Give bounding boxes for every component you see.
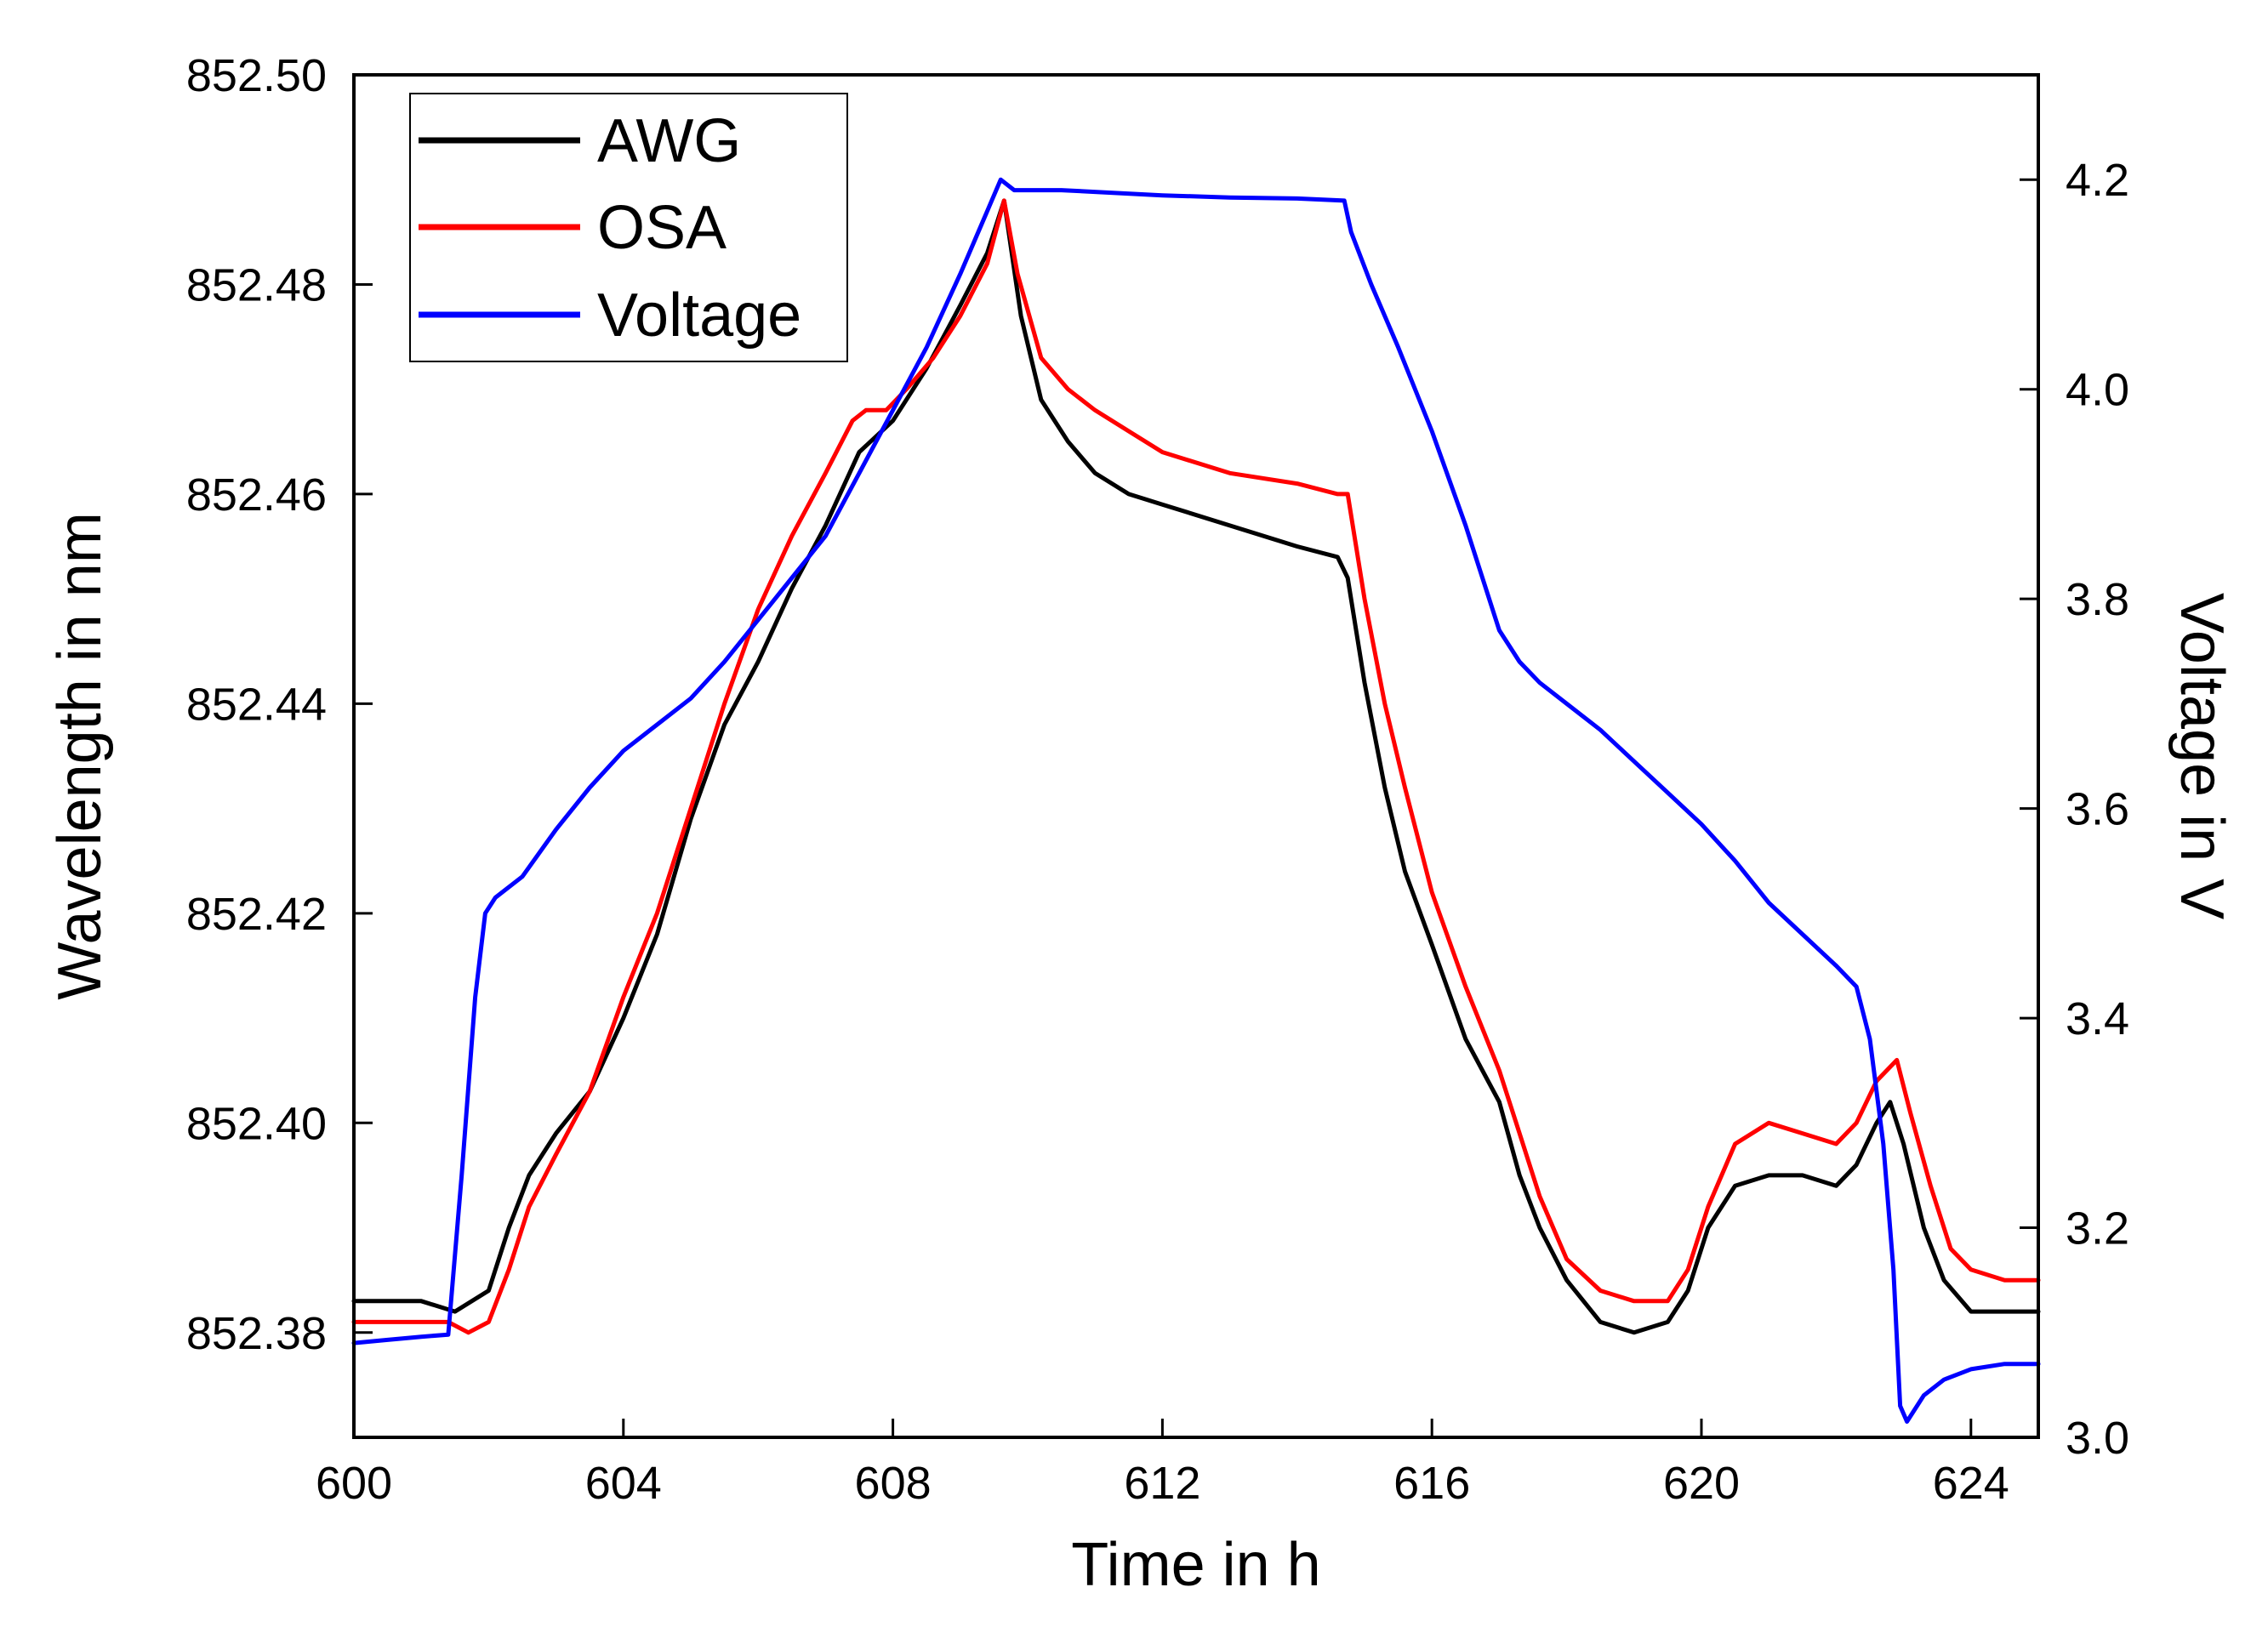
y-tick-label-852.44: 852.44 [186,679,327,730]
legend-label-voltage: Voltage [597,282,801,350]
y2-tick-label-4.2: 4.2 [2066,155,2129,206]
y2-tick-label-3.4: 3.4 [2066,993,2129,1044]
x-tick-label-624: 624 [1933,1458,2009,1509]
y2-tick-label-3.0: 3.0 [2066,1413,2129,1464]
x-axis-title: Time in h [1071,1531,1320,1599]
y2-tick-label-4.0: 4.0 [2066,365,2129,416]
series-line-voltage [351,177,2041,1424]
y-tick-label-852.38: 852.38 [186,1308,327,1359]
legend-label-awg: AWG [597,107,741,175]
axes-layer: 600 604 608 612 616 620 624 852.38 852.40 852.42 8… [186,50,2129,1509]
y-tick-label-852.50: 852.50 [186,50,327,101]
x-tick-label-608: 608 [855,1458,932,1509]
y-tick-label-852.40: 852.40 [186,1098,327,1149]
legend: AWG OSA Voltage [409,93,848,362]
x-tick-label-612: 612 [1124,1458,1200,1509]
plot-frame [352,73,2040,1439]
x-tick-label-604: 604 [585,1458,662,1509]
x-tick-label-600: 600 [316,1458,392,1509]
y2-tick-label-3.8: 3.8 [2066,574,2129,625]
y2-tick-label-3.6: 3.6 [2066,784,2129,835]
y-tick-label-852.48: 852.48 [186,259,327,310]
y2-axis-title: Voltage in V [2168,593,2236,919]
x-tick-label-620: 620 [1663,1458,1740,1509]
series-line-osa [351,198,2041,1335]
y-tick-label-852.42: 852.42 [186,889,327,940]
y-axis-title: Wavelength in nm [46,512,114,1000]
x-tick-label-616: 616 [1393,1458,1470,1509]
legend-label-osa: OSA [597,194,727,262]
series-layer [351,177,2041,1424]
y-tick-label-852.46: 852.46 [186,469,327,521]
series-line-awg [351,198,2041,1335]
y2-tick-label-3.2: 3.2 [2066,1203,2129,1254]
